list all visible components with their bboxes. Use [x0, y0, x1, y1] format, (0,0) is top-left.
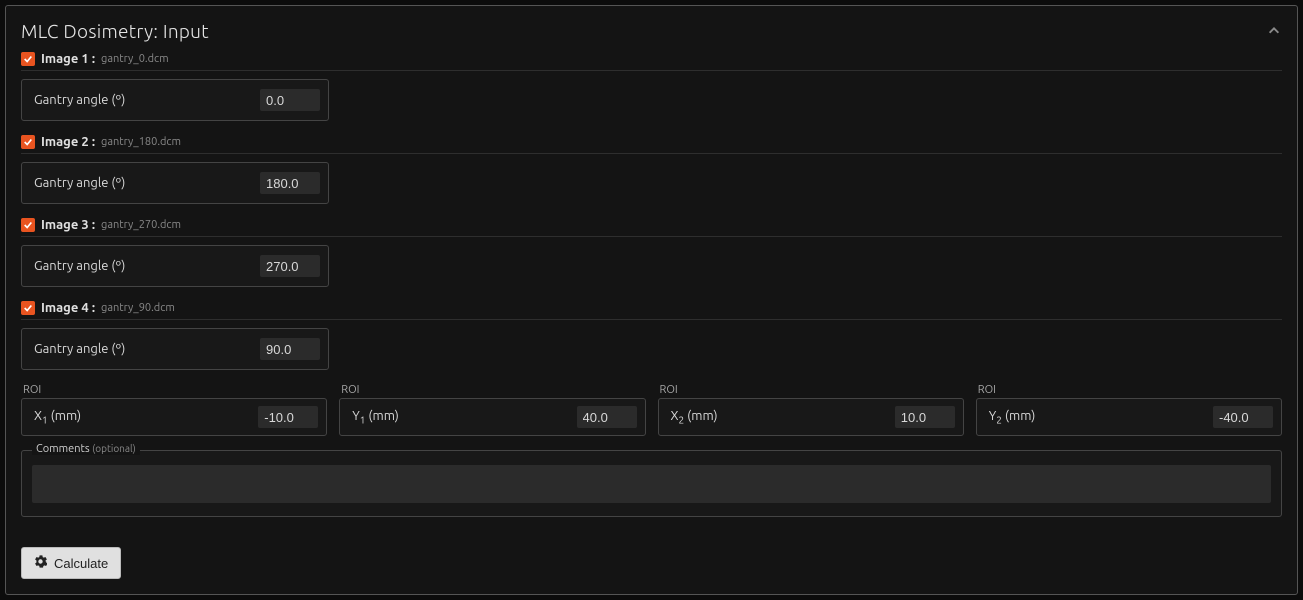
image-block: Image 4 : gantry_90.dcm Gantry angle (º)	[21, 301, 1282, 370]
image-checkbox[interactable]	[21, 52, 35, 66]
roi-row: ROI X1 (mm) ROI Y1 (mm) ROI X2 (mm) ROI …	[21, 384, 1282, 436]
comments-input[interactable]	[32, 465, 1271, 503]
image-filename: gantry_90.dcm	[101, 302, 175, 314]
input-panel: MLC Dosimetry: Input Image 1 : gantry_0.…	[5, 5, 1298, 595]
image-checkbox[interactable]	[21, 301, 35, 315]
panel-header: MLC Dosimetry: Input	[21, 16, 1282, 52]
gantry-angle-input[interactable]	[260, 172, 320, 194]
image-checkbox[interactable]	[21, 135, 35, 149]
roi-value-input[interactable]	[895, 406, 955, 428]
gantry-angle-label: Gantry angle (º)	[34, 342, 125, 356]
gantry-angle-input[interactable]	[260, 255, 320, 277]
roi-value-input[interactable]	[577, 406, 637, 428]
roi-field: X1 (mm)	[21, 398, 327, 436]
comments-group: Comments (optional)	[21, 450, 1282, 517]
image-filename: gantry_180.dcm	[101, 136, 181, 148]
gantry-angle-field: Gantry angle (º)	[21, 245, 329, 287]
comments-legend: Comments (optional)	[32, 443, 140, 455]
roi-group: ROI X1 (mm)	[21, 384, 327, 436]
roi-field: X2 (mm)	[658, 398, 964, 436]
image-checkbox[interactable]	[21, 218, 35, 232]
image-filename: gantry_270.dcm	[101, 219, 181, 231]
roi-field: Y1 (mm)	[339, 398, 645, 436]
image-header: Image 2 : gantry_180.dcm	[21, 135, 1282, 154]
roi-legend: ROI	[339, 384, 645, 398]
roi-field: Y2 (mm)	[976, 398, 1282, 436]
image-header: Image 1 : gantry_0.dcm	[21, 52, 1282, 71]
roi-value-input[interactable]	[1213, 406, 1273, 428]
roi-group: ROI X2 (mm)	[658, 384, 964, 436]
image-label: Image 3 :	[41, 218, 95, 232]
roi-field-label: X2 (mm)	[671, 409, 718, 426]
image-label: Image 1 :	[41, 52, 95, 66]
image-label: Image 4 :	[41, 301, 95, 315]
gantry-angle-label: Gantry angle (º)	[34, 176, 125, 190]
image-header: Image 3 : gantry_270.dcm	[21, 218, 1282, 237]
gantry-angle-label: Gantry angle (º)	[34, 259, 125, 273]
gantry-angle-field: Gantry angle (º)	[21, 162, 329, 204]
roi-field-label: Y1 (mm)	[352, 409, 399, 426]
gantry-angle-label: Gantry angle (º)	[34, 93, 125, 107]
roi-field-label: Y2 (mm)	[989, 409, 1036, 426]
roi-value-input[interactable]	[258, 406, 318, 428]
calculate-label: Calculate	[54, 556, 108, 571]
collapse-icon[interactable]	[1266, 23, 1282, 39]
comments-optional-text: (optional)	[92, 443, 136, 454]
gear-icon	[34, 555, 47, 571]
roi-legend: ROI	[658, 384, 964, 398]
image-block: Image 2 : gantry_180.dcm Gantry angle (º…	[21, 135, 1282, 204]
gantry-angle-input[interactable]	[260, 89, 320, 111]
image-block: Image 3 : gantry_270.dcm Gantry angle (º…	[21, 218, 1282, 287]
roi-legend: ROI	[21, 384, 327, 398]
comments-legend-text: Comments	[36, 443, 90, 455]
roi-group: ROI Y1 (mm)	[339, 384, 645, 436]
gantry-angle-field: Gantry angle (º)	[21, 79, 329, 121]
image-block: Image 1 : gantry_0.dcm Gantry angle (º)	[21, 52, 1282, 121]
roi-legend: ROI	[976, 384, 1282, 398]
roi-field-label: X1 (mm)	[34, 409, 81, 426]
gantry-angle-field: Gantry angle (º)	[21, 328, 329, 370]
image-header: Image 4 : gantry_90.dcm	[21, 301, 1282, 320]
panel-title: MLC Dosimetry: Input	[21, 20, 209, 42]
roi-group: ROI Y2 (mm)	[976, 384, 1282, 436]
image-label: Image 2 :	[41, 135, 95, 149]
image-filename: gantry_0.dcm	[101, 53, 169, 65]
calculate-button[interactable]: Calculate	[21, 547, 121, 579]
gantry-angle-input[interactable]	[260, 338, 320, 360]
